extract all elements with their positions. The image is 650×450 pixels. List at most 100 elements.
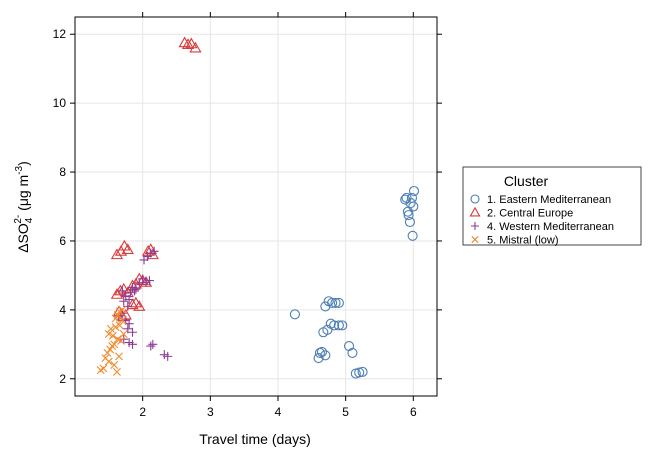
data-point	[110, 248, 124, 260]
data-point	[405, 198, 416, 209]
data-point	[400, 194, 411, 205]
x-tick-label: 3	[207, 405, 214, 419]
data-point	[108, 331, 117, 340]
data-point	[330, 297, 341, 309]
data-point	[357, 366, 368, 377]
legend-label: 4. Western Mediterranean	[487, 221, 614, 233]
data-point	[347, 347, 358, 358]
series-3	[114, 246, 173, 361]
legend-title: Cluster	[504, 173, 549, 189]
data-point	[404, 216, 415, 228]
data-point	[144, 276, 154, 286]
y-axis-title-sub: 4	[24, 217, 35, 223]
legend-marker	[469, 206, 481, 217]
series-2	[110, 36, 202, 322]
data-point	[148, 339, 158, 349]
data-point	[99, 364, 108, 373]
data-point	[112, 367, 121, 376]
data-point	[104, 357, 113, 366]
x-tick-label: 5	[342, 405, 349, 419]
data-point	[114, 352, 123, 361]
y-axis-title-sup: 2-	[13, 215, 24, 224]
y-tick-label: 8	[59, 165, 66, 179]
data-point	[134, 279, 144, 289]
data-point	[126, 298, 139, 310]
data-point	[316, 346, 328, 357]
data-point	[110, 340, 119, 349]
data-point	[320, 301, 331, 312]
y-tick-label: 6	[59, 234, 66, 248]
data-point	[119, 334, 129, 344]
data-point	[163, 351, 173, 361]
data-point	[313, 353, 324, 364]
data-point	[333, 297, 344, 309]
data-point	[178, 36, 191, 48]
data-point	[121, 243, 134, 254]
data-point	[146, 341, 156, 351]
legend: Cluster 1. Eastern Mediterranean 2. Centra…	[462, 166, 642, 247]
series-4	[96, 305, 128, 376]
data-point	[354, 367, 365, 378]
y-tick-label: 2	[59, 372, 66, 386]
data-point	[124, 295, 134, 305]
y-axis-title-unit-sup: -3	[14, 165, 25, 174]
plot-frame	[74, 16, 438, 397]
data-point	[104, 329, 113, 338]
data-point	[119, 329, 128, 338]
data-point	[115, 321, 124, 330]
data-point	[403, 210, 414, 221]
data-point	[329, 320, 340, 331]
data-point	[125, 288, 135, 298]
data-point	[320, 350, 331, 361]
data-point	[128, 339, 138, 349]
data-points	[96, 36, 420, 379]
legend-marker	[471, 235, 479, 244]
data-point	[337, 320, 348, 331]
data-point	[111, 323, 120, 332]
legend-label: 2. Central Europe	[487, 208, 573, 220]
data-point	[189, 41, 202, 53]
y-tick-label: 12	[53, 27, 67, 41]
legend-marker	[470, 194, 480, 204]
data-point	[343, 340, 355, 352]
data-point	[124, 319, 134, 329]
x-tick-label: 2	[139, 405, 146, 419]
data-point	[119, 296, 129, 306]
data-point	[408, 201, 419, 212]
data-point	[130, 286, 140, 296]
x-axis-title: Travel time (days)	[199, 431, 311, 447]
data-point	[117, 336, 125, 345]
data-point	[118, 305, 127, 314]
data-point	[117, 286, 127, 296]
data-point	[123, 301, 133, 311]
data-point	[106, 324, 115, 333]
axis-ticks: 2 3 4 5 6 2 4 6 8 10 12	[53, 12, 442, 419]
data-point	[110, 361, 119, 369]
legend-label: 1. Eastern Mediterranean	[487, 194, 611, 206]
data-point	[128, 327, 138, 337]
data-point	[117, 282, 130, 294]
y-axis-title-unit-close: )	[15, 161, 31, 166]
series-1	[289, 185, 420, 379]
y-axis-title-prefix: ΔSO	[15, 223, 31, 253]
data-point	[289, 309, 300, 320]
data-point	[408, 185, 420, 197]
data-point	[131, 284, 141, 294]
data-point	[133, 300, 146, 311]
legend-box	[462, 166, 642, 246]
data-point	[110, 288, 124, 299]
legend-label: 5. Mistral (low)	[487, 235, 559, 247]
data-point	[114, 284, 127, 296]
data-point	[333, 320, 344, 331]
y-axis-title: ΔSO42- (μg m-3)	[13, 161, 35, 253]
data-point	[407, 230, 418, 241]
legend-marker	[471, 222, 479, 230]
y-axis-title-unit-open: (μg m	[15, 175, 31, 215]
data-point	[146, 248, 159, 260]
x-tick-label: 6	[410, 405, 417, 419]
data-point	[149, 246, 159, 256]
data-point	[185, 37, 198, 49]
x-tick-label: 4	[275, 405, 282, 419]
data-point	[181, 38, 195, 49]
